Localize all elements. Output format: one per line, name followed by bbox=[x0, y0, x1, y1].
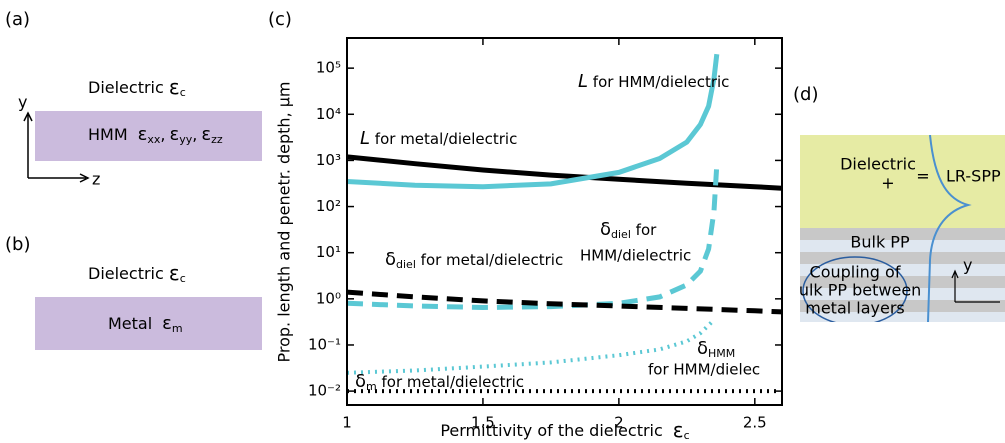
annotation-sub: diel bbox=[396, 258, 416, 271]
series-line bbox=[347, 53, 720, 190]
lines bbox=[347, 53, 782, 394]
panel-label: (a) bbox=[5, 9, 30, 30]
text: metal layers bbox=[805, 299, 905, 318]
annotation: HMM/dielectric bbox=[580, 247, 691, 265]
x-axis-label: Permittivity of the dielectric εc bbox=[440, 418, 689, 443]
annotation-sub: HMM bbox=[708, 347, 735, 360]
text: Bulk PP bbox=[850, 233, 910, 252]
plot: 1 1.5 2 2.5 10⁻² 10⁻¹ 10⁰ 10¹ 10² 10³ 10⁴ 10⁵ L for … bbox=[308, 37, 783, 432]
panel-label: (b) bbox=[5, 234, 30, 255]
annotation-text: for metal/dielectric bbox=[416, 251, 563, 269]
panel-label: (c) bbox=[268, 9, 292, 30]
annotation-text: for metal/dielectric bbox=[377, 373, 524, 391]
annotation-text: for HMM/dielectric bbox=[588, 73, 729, 91]
y-tick-label: 10¹ bbox=[316, 243, 341, 261]
annotation: for HMM/dielec bbox=[648, 361, 760, 379]
y-tick-label: 10⁴ bbox=[316, 105, 341, 123]
annotation-symbol: δ bbox=[600, 219, 611, 240]
annotation: L for HMM/dielectric bbox=[578, 71, 729, 92]
axis-label: y bbox=[18, 93, 27, 112]
y-tick-label: 10² bbox=[316, 197, 341, 215]
y-tick-label: 10³ bbox=[316, 151, 341, 169]
text: = bbox=[916, 167, 929, 186]
text: Coupling of bbox=[810, 263, 901, 282]
layer-stripe bbox=[800, 252, 1005, 264]
text: bulk PP between bbox=[789, 281, 922, 300]
annotation-text: for bbox=[631, 221, 657, 239]
y-tick-label: 10⁵ bbox=[316, 59, 341, 77]
ellipse bbox=[802, 256, 908, 322]
layer-label: Metal εm bbox=[108, 313, 183, 335]
schematic: Dielectric + = LR-SPP Bulk PP Coupling o… bbox=[789, 135, 1005, 322]
layer-label: HMM εxx, εyy, εzz bbox=[88, 124, 223, 146]
series-line bbox=[347, 164, 720, 311]
y-tick-label: 10⁰ bbox=[316, 289, 341, 307]
annotation-sub: m bbox=[366, 380, 377, 393]
series-line bbox=[347, 289, 782, 315]
annotation-text: for metal/dielectric bbox=[370, 130, 517, 148]
x-tick-label: 2.5 bbox=[743, 414, 767, 432]
plot-frame bbox=[346, 37, 783, 406]
x-tick-label: 1.5 bbox=[471, 414, 495, 432]
annotation: δm for metal/dielectric bbox=[355, 371, 524, 393]
text: Dielectric bbox=[840, 155, 916, 174]
text: + bbox=[881, 174, 894, 193]
annotation-symbol: L bbox=[360, 128, 370, 149]
annotation: δdiel for bbox=[600, 219, 657, 241]
layer-stripe bbox=[800, 276, 1005, 288]
layer-label: Dielectric εc bbox=[88, 75, 186, 100]
metal-layer bbox=[35, 297, 262, 350]
annotation: L for metal/dielectric bbox=[360, 128, 517, 149]
dielectric-region bbox=[800, 135, 1005, 228]
layer-label: Dielectric εc bbox=[88, 261, 186, 286]
axis-label: z bbox=[92, 170, 100, 189]
annotation: δdiel for metal/dielectric bbox=[385, 249, 563, 271]
axes-icon bbox=[23, 111, 90, 183]
y-tick-label: 10⁻¹ bbox=[308, 335, 341, 353]
annotation-symbol: L bbox=[578, 71, 588, 92]
x-tick-label: 1 bbox=[342, 414, 352, 432]
layer-stripe bbox=[800, 228, 1005, 240]
axis-label: y bbox=[963, 256, 972, 275]
y-axis-label: Prop. length and penetr. depth, μm bbox=[275, 81, 294, 362]
y-tick-label: 10⁻² bbox=[308, 382, 341, 400]
annotation-symbol: δ bbox=[355, 371, 366, 392]
hmm-layer bbox=[35, 111, 262, 161]
layer-stripe bbox=[800, 312, 1005, 322]
field-profile bbox=[927, 135, 972, 322]
annotation: δHMM bbox=[697, 338, 735, 360]
axes-icon bbox=[951, 269, 1000, 303]
annotation-sub: diel bbox=[611, 228, 631, 241]
panel-label: (d) bbox=[793, 84, 818, 105]
annotation-symbol: δ bbox=[385, 249, 396, 270]
x-tick-label: 2 bbox=[614, 414, 624, 432]
text: LR-SPP bbox=[946, 167, 1001, 186]
annotation-symbol: δ bbox=[697, 338, 708, 359]
layer-stripe bbox=[800, 240, 1005, 252]
layer-stripe bbox=[800, 288, 1005, 300]
